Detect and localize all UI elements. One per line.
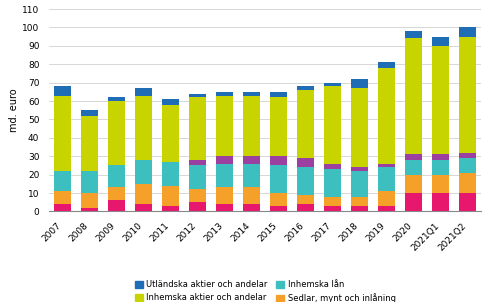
Bar: [216, 204, 233, 211]
Bar: [324, 169, 341, 197]
Bar: [324, 86, 341, 164]
Y-axis label: md. euro: md. euro: [9, 88, 19, 132]
Bar: [135, 204, 152, 211]
Bar: [135, 184, 152, 204]
Bar: [459, 27, 476, 37]
Bar: [162, 206, 179, 211]
Bar: [459, 153, 476, 158]
Bar: [81, 171, 98, 193]
Bar: [81, 193, 98, 208]
Bar: [459, 37, 476, 153]
Bar: [432, 37, 449, 46]
Bar: [243, 164, 260, 188]
Bar: [81, 110, 98, 116]
Bar: [351, 79, 368, 88]
Bar: [189, 160, 206, 165]
Bar: [189, 165, 206, 189]
Bar: [405, 160, 422, 175]
Bar: [243, 92, 260, 95]
Bar: [243, 95, 260, 156]
Bar: [270, 92, 287, 97]
Bar: [297, 167, 314, 195]
Bar: [270, 156, 287, 165]
Bar: [405, 193, 422, 211]
Bar: [351, 88, 368, 167]
Bar: [378, 164, 395, 167]
Bar: [54, 191, 71, 204]
Bar: [378, 167, 395, 191]
Bar: [324, 197, 341, 206]
Bar: [459, 173, 476, 193]
Bar: [162, 162, 179, 186]
Bar: [324, 83, 341, 86]
Bar: [432, 160, 449, 175]
Bar: [216, 95, 233, 156]
Bar: [189, 202, 206, 211]
Bar: [351, 197, 368, 206]
Bar: [162, 105, 179, 162]
Bar: [324, 206, 341, 211]
Bar: [351, 167, 368, 171]
Bar: [405, 154, 422, 160]
Bar: [297, 158, 314, 167]
Bar: [189, 189, 206, 202]
Bar: [243, 204, 260, 211]
Bar: [297, 195, 314, 204]
Bar: [108, 165, 125, 188]
Bar: [378, 68, 395, 164]
Bar: [189, 97, 206, 160]
Bar: [270, 193, 287, 206]
Bar: [216, 164, 233, 188]
Bar: [243, 156, 260, 164]
Bar: [243, 188, 260, 204]
Bar: [54, 204, 71, 211]
Bar: [162, 186, 179, 206]
Bar: [405, 175, 422, 193]
Bar: [297, 90, 314, 158]
Bar: [216, 92, 233, 95]
Bar: [270, 165, 287, 193]
Bar: [378, 206, 395, 211]
Bar: [135, 95, 152, 160]
Bar: [378, 63, 395, 68]
Bar: [378, 191, 395, 206]
Bar: [54, 95, 71, 171]
Bar: [108, 97, 125, 101]
Bar: [351, 206, 368, 211]
Bar: [297, 86, 314, 90]
Bar: [81, 116, 98, 171]
Bar: [270, 97, 287, 156]
Bar: [351, 171, 368, 197]
Bar: [216, 188, 233, 204]
Bar: [189, 94, 206, 97]
Bar: [135, 160, 152, 184]
Bar: [405, 31, 422, 38]
Bar: [405, 38, 422, 154]
Bar: [270, 206, 287, 211]
Bar: [432, 46, 449, 154]
Bar: [216, 156, 233, 164]
Bar: [297, 204, 314, 211]
Bar: [108, 101, 125, 165]
Bar: [81, 208, 98, 211]
Bar: [432, 154, 449, 160]
Bar: [54, 86, 71, 95]
Bar: [54, 171, 71, 191]
Bar: [324, 164, 341, 169]
Bar: [459, 158, 476, 173]
Bar: [432, 175, 449, 193]
Bar: [459, 193, 476, 211]
Bar: [162, 99, 179, 105]
Bar: [135, 88, 152, 95]
Bar: [108, 200, 125, 211]
Legend: Utländska aktier och andelar, Inhemska aktier och andelar, Utländska lån, Inhems: Utländska aktier och andelar, Inhemska a…: [135, 280, 396, 302]
Bar: [432, 193, 449, 211]
Bar: [108, 188, 125, 200]
